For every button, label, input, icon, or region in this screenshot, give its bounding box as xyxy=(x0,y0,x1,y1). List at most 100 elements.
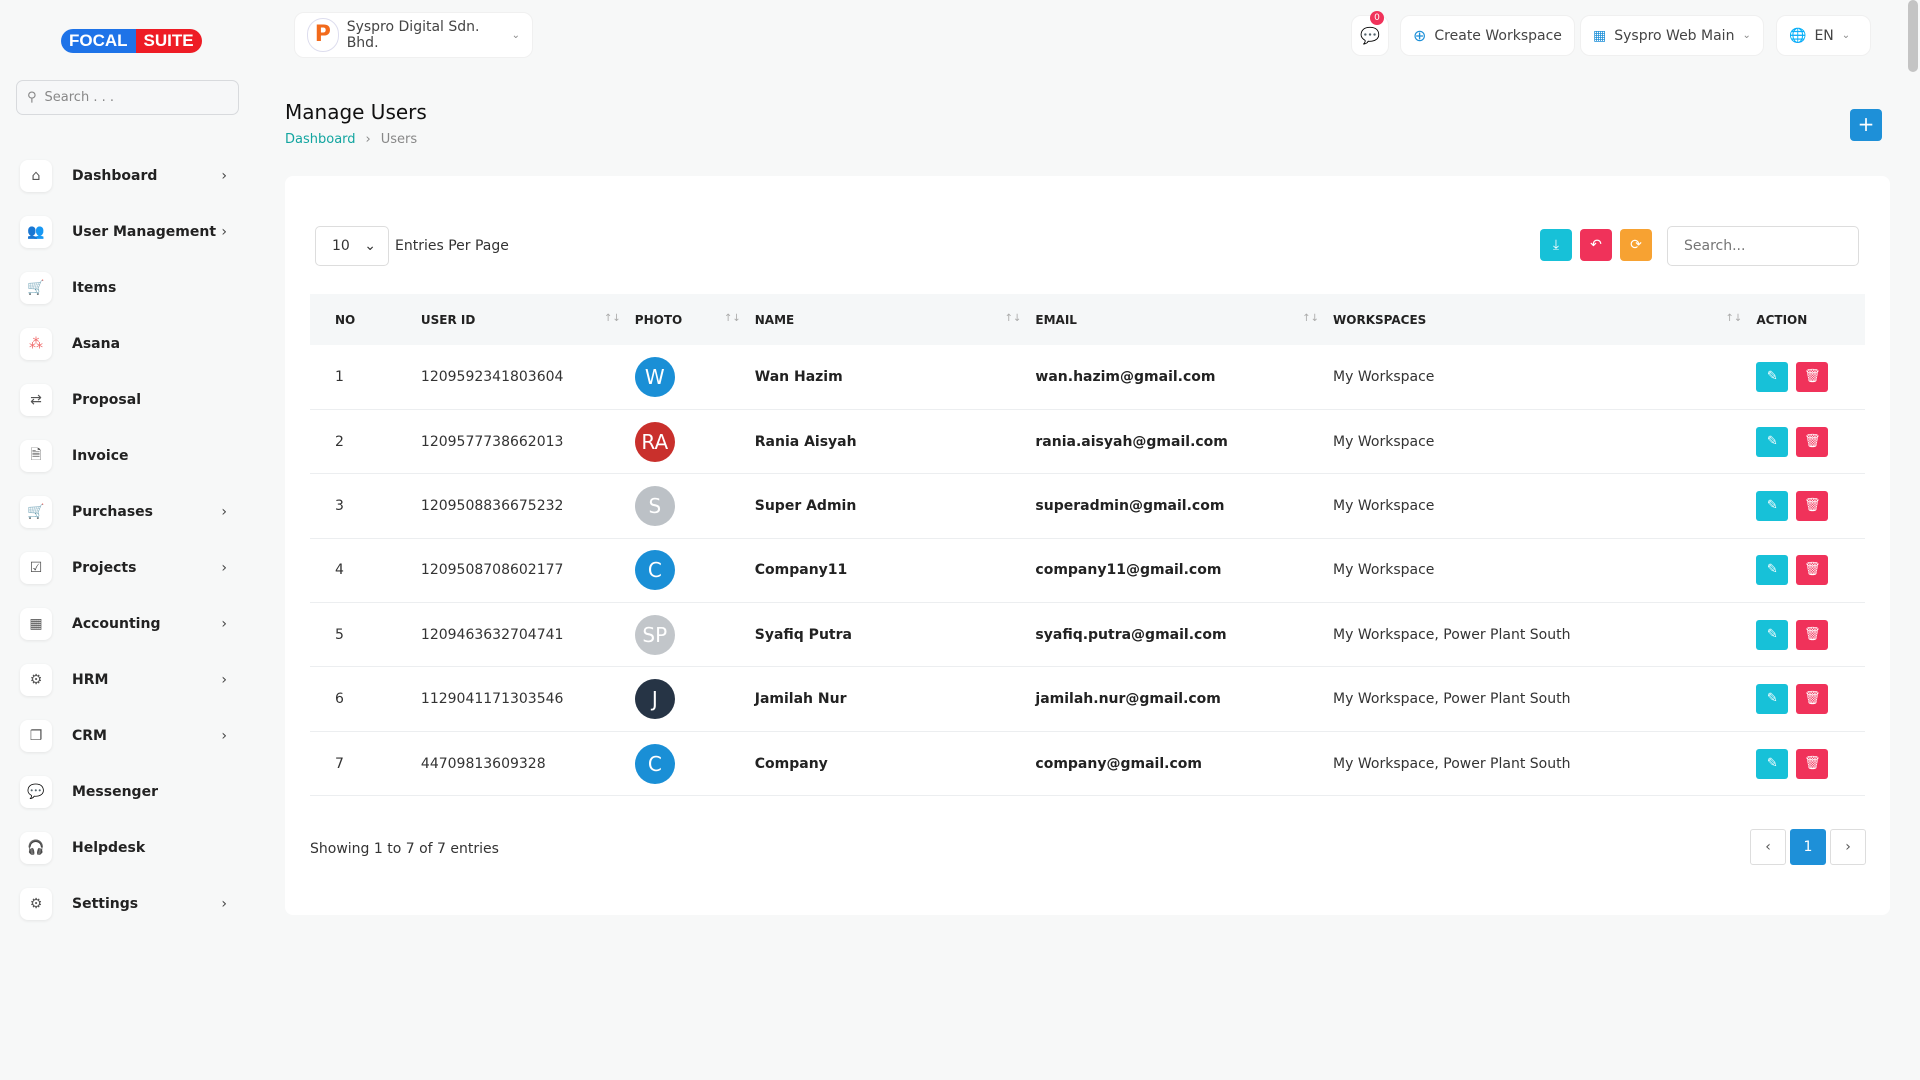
messages-button[interactable]: 💬 0 xyxy=(1351,11,1389,56)
sidebar-item-user-management[interactable]: 👥 User Management › xyxy=(20,204,235,260)
sort-icon: ↑↓ xyxy=(1302,312,1320,324)
reset-button[interactable]: ↶ xyxy=(1580,229,1612,261)
globe-icon: 🌐 xyxy=(1789,27,1807,44)
delete-button[interactable]: 🗑 xyxy=(1796,555,1829,586)
delete-button[interactable]: 🗑 xyxy=(1796,490,1829,521)
sidebar-item-label: Accounting xyxy=(72,616,161,632)
row-no: 2 xyxy=(310,409,421,475)
action-cell: ✎ 🗑 xyxy=(1756,731,1865,797)
download-icon: ⤓ xyxy=(1552,237,1560,253)
edit-button[interactable]: ✎ xyxy=(1756,555,1789,586)
row-no: 7 xyxy=(310,731,421,797)
row-no: 5 xyxy=(310,602,421,668)
sidebar-item-asana[interactable]: ⁂ Asana xyxy=(20,316,235,372)
sidebar-item-hrm[interactable]: ⚙ HRM › xyxy=(20,652,235,708)
delete-button[interactable]: 🗑 xyxy=(1796,426,1829,457)
export-button[interactable]: ⤓ xyxy=(1540,229,1572,261)
sidebar-item-helpdesk[interactable]: 🎧 Helpdesk xyxy=(20,820,235,876)
entries-per-page-select[interactable]: 10 ⌄ xyxy=(315,226,389,266)
table-row: 5 1209463632704741 SP Syafiq Putra syafi… xyxy=(310,602,1865,668)
edit-button[interactable]: ✎ xyxy=(1756,426,1789,457)
workspace-icon: ▦ xyxy=(1593,27,1607,44)
avatar: J xyxy=(634,679,675,720)
sidebar-item-settings[interactable]: ⚙ Settings › xyxy=(20,876,235,932)
avatar: C xyxy=(634,743,675,784)
user-workspaces: My Workspace xyxy=(1333,473,1757,539)
delete-button[interactable]: 🗑 xyxy=(1796,619,1829,650)
create-workspace-button[interactable]: ⊕ Create Workspace xyxy=(1400,15,1575,56)
table-row: 7 44709813609328 C Company company@gmail… xyxy=(310,731,1865,797)
sidebar-item-dashboard[interactable]: ⌂ Dashboard › xyxy=(20,148,235,204)
edit-button[interactable]: ✎ xyxy=(1756,361,1789,392)
action-cell: ✎ 🗑 xyxy=(1756,538,1865,604)
workspace-selector[interactable]: ▦ Syspro Web Main ⌄ xyxy=(1580,15,1764,56)
action-cell: ✎ 🗑 xyxy=(1756,345,1865,410)
sidebar-item-items[interactable]: 🛒 Items xyxy=(20,260,235,316)
crm-icon: ❐ xyxy=(20,720,52,752)
page-scrollbar[interactable] xyxy=(1908,0,1918,72)
edit-button[interactable]: ✎ xyxy=(1756,619,1789,650)
user-id: 1209577738662013 xyxy=(420,409,635,475)
chevron-right-icon: › xyxy=(221,224,227,240)
user-id: 44709813609328 xyxy=(420,731,635,797)
sort-icon: ↑↓ xyxy=(604,312,621,324)
edit-button[interactable]: ✎ xyxy=(1756,490,1789,521)
row-no: 3 xyxy=(310,473,421,539)
delete-button[interactable]: 🗑 xyxy=(1796,684,1829,715)
user-workspaces: My Workspace, Power Plant South xyxy=(1333,731,1757,797)
page-1-button[interactable]: 1 xyxy=(1790,829,1826,865)
user-workspaces: My Workspace xyxy=(1333,538,1757,604)
sidebar-item-projects[interactable]: ☑ Projects › xyxy=(20,540,235,596)
add-user-button[interactable]: + xyxy=(1850,109,1882,141)
row-no: 4 xyxy=(310,538,421,604)
table-row: 6 1129041171303546 J Jamilah Nur jamilah… xyxy=(310,666,1865,732)
pencil-icon: ✎ xyxy=(1766,497,1778,513)
sidebar-item-crm[interactable]: ❐ CRM › xyxy=(20,708,235,764)
language-selector[interactable]: 🌐 EN ⌄ xyxy=(1776,15,1871,56)
sidebar-item-purchases[interactable]: 🛒 Purchases › xyxy=(20,484,235,540)
chevron-right-icon: › xyxy=(221,672,227,688)
delete-button[interactable]: 🗑 xyxy=(1796,361,1829,392)
breadcrumb: Dashboard › Users xyxy=(285,132,417,147)
prev-page-button[interactable]: ‹ xyxy=(1750,829,1786,865)
table-search-input[interactable] xyxy=(1667,226,1859,266)
sidebar-item-messenger[interactable]: 💬 Messenger xyxy=(20,764,235,820)
pencil-icon: ✎ xyxy=(1766,433,1778,449)
users-table: NO USER ID ↑↓ PHOTO ↑↓ NAME ↑↓ EMAIL ↑↓ WORKSPACE… xyxy=(310,294,1865,797)
action-cell: ✎ 🗑 xyxy=(1756,602,1865,668)
sidebar-search-input[interactable]: ⚲ Search . . . xyxy=(16,80,239,115)
column-header-photo[interactable]: PHOTO ↑↓ xyxy=(634,294,755,345)
pencil-icon: ✎ xyxy=(1766,626,1778,642)
sidebar-item-accounting[interactable]: ▦ Accounting › xyxy=(20,596,235,652)
user-id: 1209592341803604 xyxy=(420,345,635,410)
column-header-email[interactable]: EMAIL ↑↓ xyxy=(1035,294,1334,345)
plus-circle-icon: ⊕ xyxy=(1413,26,1427,45)
edit-button[interactable]: ✎ xyxy=(1756,684,1789,715)
user-email: superadmin@gmail.com xyxy=(1035,473,1334,539)
user-email: company@gmail.com xyxy=(1035,731,1334,797)
breadcrumb-dashboard[interactable]: Dashboard xyxy=(285,132,356,147)
action-cell: ✎ 🗑 xyxy=(1756,409,1865,475)
avatar: RA xyxy=(634,421,675,462)
column-header-name[interactable]: NAME ↑↓ xyxy=(754,294,1036,345)
cart-icon: 🛒 xyxy=(20,272,52,304)
company-selector[interactable]: P Syspro Digital Sdn. Bhd. ⌄ xyxy=(294,12,533,58)
sidebar-item-label: Purchases xyxy=(72,504,154,520)
edit-button[interactable]: ✎ xyxy=(1756,748,1789,779)
focal-suite-logo[interactable]: FOCAL SUITE xyxy=(61,29,202,53)
avatar: C xyxy=(634,550,675,591)
sidebar-item-invoice[interactable]: 🗎 Invoice xyxy=(20,428,235,484)
refresh-button[interactable]: ⟳ xyxy=(1620,229,1652,261)
photo-cell: J xyxy=(634,666,755,732)
next-page-button[interactable]: › xyxy=(1830,829,1866,865)
company-logo-icon: P xyxy=(307,18,339,52)
user-name: Syafiq Putra xyxy=(754,602,1036,668)
delete-button[interactable]: 🗑 xyxy=(1796,748,1829,779)
sort-icon: ↑↓ xyxy=(723,312,741,324)
column-header-user-id[interactable]: USER ID ↑↓ xyxy=(420,294,635,345)
sidebar-item-proposal[interactable]: ⇄ Proposal xyxy=(20,372,235,428)
undo-icon: ↶ xyxy=(1590,237,1602,253)
sidebar-item-label: Proposal xyxy=(72,392,142,408)
hrm-icon: ⚙ xyxy=(20,664,52,696)
column-header-workspaces[interactable]: WORKSPACES ↑↓ xyxy=(1333,294,1757,345)
